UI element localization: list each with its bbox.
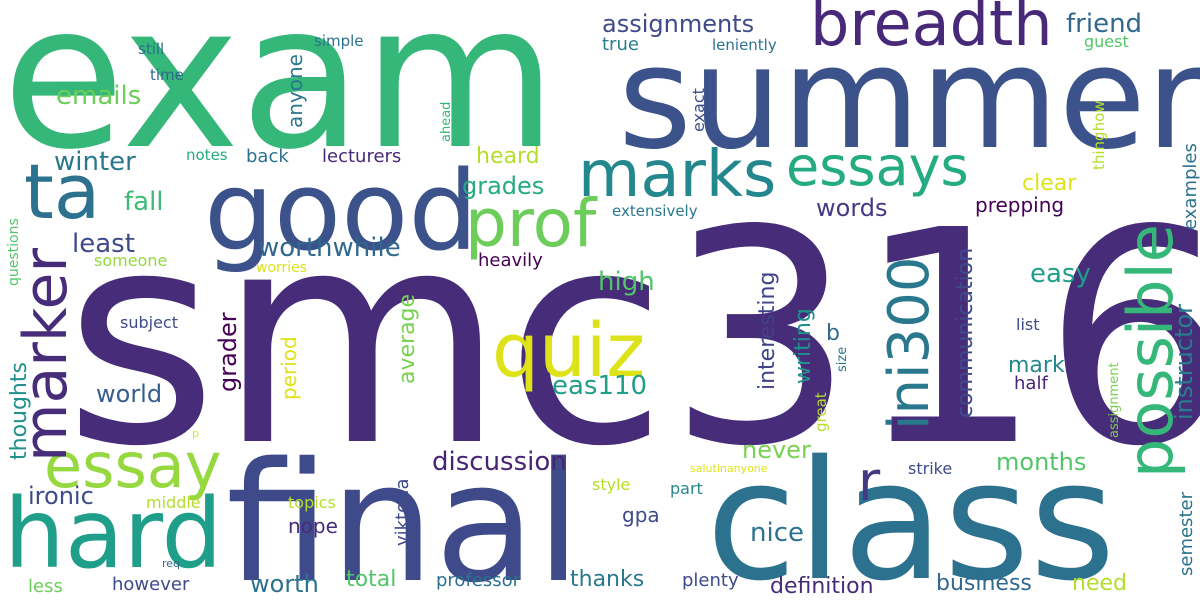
- word-professor: professor: [436, 570, 521, 591]
- word-time: time: [150, 66, 184, 84]
- word-req: req: [162, 557, 180, 570]
- word-list: list: [1016, 315, 1040, 334]
- word-possible: possible: [1114, 224, 1187, 478]
- word-ini300: ini300: [877, 257, 942, 431]
- word-marker: marker: [11, 248, 81, 462]
- word-easy: easy: [1030, 259, 1091, 289]
- word-back: back: [246, 146, 289, 167]
- word-worthwhile: worthwhile: [258, 233, 401, 263]
- word-never: never: [742, 436, 811, 464]
- word-worth: worth: [250, 570, 319, 598]
- word-nice: nice: [750, 518, 804, 548]
- word-thinghow: thinghow: [1090, 100, 1108, 170]
- word-thanks: thanks: [570, 567, 644, 592]
- word-lecturers: lecturers: [322, 146, 401, 167]
- word-exam: exam: [2, 0, 557, 194]
- word-clear: clear: [1022, 171, 1077, 196]
- word-assignments: assignments: [602, 10, 754, 38]
- word-class: class: [706, 425, 1116, 600]
- word-definition: definition: [770, 574, 874, 599]
- word-heavily: heavily: [478, 250, 543, 271]
- word-still: still: [138, 40, 164, 58]
- word-salutinanyone: salutinanyone: [690, 462, 768, 475]
- word-essay: essay: [44, 429, 221, 502]
- word-leniently: leniently: [712, 36, 777, 54]
- word-gpa: gpa: [622, 503, 660, 527]
- word-words: words: [816, 194, 888, 222]
- word-examples: examples: [1180, 143, 1200, 230]
- word-plenty: plenty: [682, 570, 739, 591]
- word-discussion: discussion: [432, 447, 567, 477]
- word-semester: semester: [1176, 491, 1197, 576]
- word-prepping: prepping: [975, 193, 1064, 217]
- word-middle: middle: [146, 493, 201, 512]
- word-guest: guest: [1084, 32, 1129, 51]
- word-less: less: [28, 576, 63, 597]
- word-smc316: smc316: [64, 167, 1200, 511]
- word-worries: worries: [256, 260, 307, 276]
- word-emails: emails: [56, 81, 141, 111]
- word-true: true: [602, 34, 639, 55]
- word-ta: ta: [24, 147, 100, 236]
- word-topics: topics: [288, 493, 336, 512]
- word-marks: marks: [578, 138, 776, 212]
- word-strike: strike: [908, 459, 952, 478]
- word-viktoria: viktoria: [392, 478, 413, 546]
- word-world: world: [96, 380, 162, 408]
- word-part: part: [670, 479, 703, 498]
- word-quiz: quiz: [492, 308, 645, 394]
- word-months: months: [996, 448, 1086, 476]
- word-half: half: [1014, 373, 1048, 394]
- word-exact: exact: [689, 88, 708, 132]
- word-business: business: [936, 571, 1032, 596]
- word-fall: fall: [124, 187, 164, 217]
- word-breadth: breadth: [810, 0, 1053, 60]
- word-interesting: interesting: [755, 272, 780, 390]
- word-questions: questions: [6, 218, 22, 286]
- word-prof: prof: [465, 185, 598, 262]
- word-mark: mark: [1008, 353, 1065, 378]
- word-winter: winter: [54, 147, 136, 177]
- word-friend: friend: [1066, 9, 1142, 39]
- word-extensively: extensively: [612, 202, 698, 220]
- word-summer: summer: [618, 16, 1200, 181]
- word-style: style: [592, 475, 630, 494]
- word-simple: simple: [314, 32, 364, 50]
- word-grades: grades: [462, 172, 544, 200]
- word-instructor: instructor: [1170, 304, 1198, 420]
- word-hard: hard: [4, 478, 222, 590]
- word-writing: writing: [791, 308, 816, 384]
- word-r: r: [858, 450, 881, 513]
- word-total: total: [346, 567, 396, 592]
- word-eas110: eas110: [552, 371, 647, 401]
- word-ahead: ahead: [439, 102, 454, 142]
- word-nope: nope: [288, 514, 338, 538]
- word-final: final: [226, 427, 581, 600]
- word-size: size: [835, 347, 850, 372]
- word-however: however: [112, 574, 190, 595]
- word-communication: communication: [953, 248, 978, 418]
- word-high: high: [598, 267, 655, 297]
- word-need: need: [1072, 571, 1127, 596]
- word-assignment: assignment: [1107, 362, 1122, 438]
- word-good: good: [204, 147, 478, 275]
- word-ironic: ironic: [28, 482, 94, 510]
- word-period: period: [277, 336, 301, 400]
- word-average: average: [395, 294, 420, 384]
- word-p: p: [192, 427, 199, 440]
- word-great: great: [812, 392, 830, 432]
- word-b: b: [826, 321, 840, 346]
- word-heard: heard: [476, 144, 540, 169]
- word-notes: notes: [186, 146, 228, 164]
- word-essays: essays: [786, 135, 969, 198]
- word-subject: subject: [120, 313, 178, 332]
- word-least: least: [72, 229, 135, 259]
- word-someone: someone: [94, 251, 167, 270]
- word-thoughts: thoughts: [7, 362, 32, 460]
- word-grader: grader: [214, 312, 242, 392]
- word-anyone: anyone: [283, 54, 307, 128]
